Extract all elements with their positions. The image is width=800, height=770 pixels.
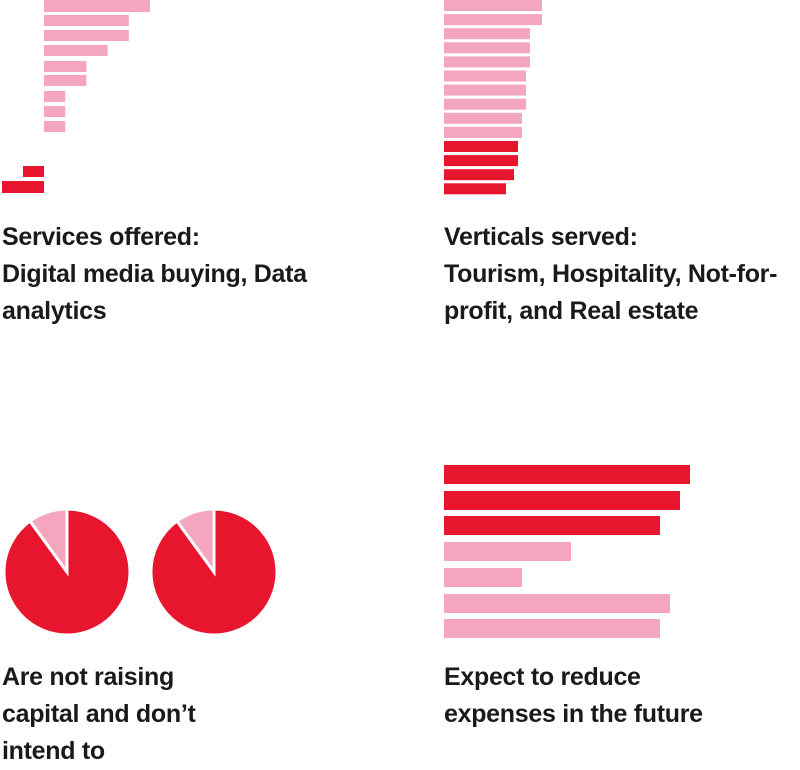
verticals-bar-8 xyxy=(444,98,526,110)
verticals-bar-3 xyxy=(444,28,530,40)
verticals-bar-4 xyxy=(444,42,530,54)
services-bar-1 xyxy=(44,0,150,12)
verticals-bar-7 xyxy=(444,84,526,96)
verticals-bar-6 xyxy=(444,70,526,82)
raising-caption-line-2: capital and don’t xyxy=(2,700,196,728)
verticals-bar-2 xyxy=(444,14,542,26)
services-caption-line-2: Digital media buying, Data xyxy=(2,260,307,288)
services-bar-9 xyxy=(44,121,66,132)
expenses-bar-1 xyxy=(444,465,690,484)
verticals-caption-line-2: Tourism, Hospitality, Not-for- xyxy=(444,260,778,288)
verticals-panel: Verticals served: Tourism, Hospitality, … xyxy=(420,0,800,330)
verticals-bar-5 xyxy=(444,56,530,68)
verticals-bar-13 xyxy=(444,169,514,181)
raising-panel: Are not raising capital and don’t intend… xyxy=(0,480,380,765)
services-bar-7 xyxy=(44,91,66,102)
services-bar-3 xyxy=(44,30,129,41)
expenses-panel: Expect to reduce expenses in the future xyxy=(420,450,800,761)
expenses-caption-line-2: expenses in the future xyxy=(444,700,703,728)
verticals-bar-11 xyxy=(444,141,518,152)
services-bar-11 xyxy=(2,181,44,193)
expenses-caption-line-1: Expect to reduce xyxy=(444,663,641,691)
services-panel: Services offered: Digital media buying, … xyxy=(0,0,380,330)
expenses-bar-5 xyxy=(444,568,522,587)
raising-caption-line-1: Are not raising xyxy=(2,663,174,691)
verticals-caption-line-3: profit, and Real estate xyxy=(444,297,699,325)
verticals-caption-line-1: Verticals served: xyxy=(444,223,638,251)
raising-pie-charts xyxy=(2,507,279,637)
services-caption-line-3: analytics xyxy=(2,297,107,325)
verticals-bar-14 xyxy=(444,183,506,195)
raising-caption: Are not raising capital and don’t intend… xyxy=(2,659,196,770)
pie-2-slice-2 xyxy=(174,507,216,577)
services-bar-6 xyxy=(44,75,87,86)
verticals-bar-9 xyxy=(444,112,522,124)
services-bar-4 xyxy=(44,45,108,56)
services-bar-chart xyxy=(2,0,150,193)
verticals-bar-10 xyxy=(444,126,522,138)
pie-1-slice-2 xyxy=(27,507,69,577)
raising-caption-line-3: intend to xyxy=(2,737,105,765)
expenses-bar-6 xyxy=(444,594,670,613)
verticals-bar-chart xyxy=(444,0,542,195)
services-bar-8 xyxy=(44,106,66,117)
expenses-bar-3 xyxy=(444,516,660,535)
services-caption-line-1: Services offered: xyxy=(2,223,200,251)
expenses-bar-4 xyxy=(444,542,571,561)
services-bar-2 xyxy=(44,15,129,26)
services-bar-5 xyxy=(44,61,87,72)
services-caption: Services offered: Digital media buying, … xyxy=(2,219,307,330)
expenses-caption: Expect to reduce expenses in the future xyxy=(444,659,703,733)
verticals-bar-1 xyxy=(444,0,542,11)
verticals-caption: Verticals served: Tourism, Hospitality, … xyxy=(444,219,777,330)
expenses-bar-2 xyxy=(444,491,680,510)
expenses-bar-chart xyxy=(444,465,690,638)
services-bar-10 xyxy=(23,166,44,177)
verticals-bar-12 xyxy=(444,155,518,167)
expenses-bar-7 xyxy=(444,619,660,638)
